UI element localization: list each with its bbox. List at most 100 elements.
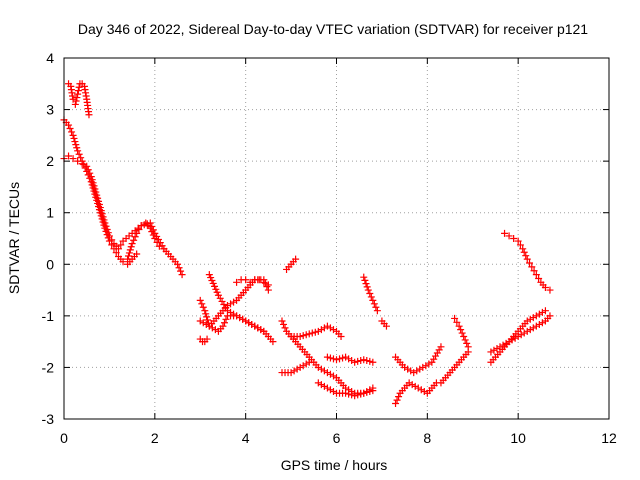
data-point bbox=[153, 238, 161, 246]
data-point bbox=[177, 267, 185, 275]
y-tick-label: 2 bbox=[46, 153, 54, 169]
data-point bbox=[203, 335, 211, 343]
data-point bbox=[245, 319, 253, 327]
data-point bbox=[143, 220, 151, 228]
data-points bbox=[60, 80, 554, 408]
data-point bbox=[296, 363, 304, 371]
data-point bbox=[81, 164, 89, 172]
data-point bbox=[323, 353, 331, 361]
data-point bbox=[348, 357, 356, 365]
data-point bbox=[463, 339, 471, 347]
data-point bbox=[323, 384, 331, 392]
data-point bbox=[370, 300, 378, 308]
data-point bbox=[314, 379, 322, 387]
data-point bbox=[104, 234, 112, 242]
data-point bbox=[263, 283, 271, 291]
data-point bbox=[205, 271, 213, 279]
data-point bbox=[464, 343, 472, 351]
data-point bbox=[510, 235, 518, 242]
data-point bbox=[213, 288, 221, 296]
series-track-12 bbox=[314, 379, 377, 400]
data-point bbox=[108, 241, 116, 249]
data-point bbox=[100, 221, 108, 229]
data-point bbox=[517, 331, 525, 339]
data-point bbox=[496, 343, 504, 351]
data-point bbox=[529, 314, 537, 322]
data-point bbox=[437, 343, 445, 351]
data-point bbox=[199, 319, 207, 327]
data-point bbox=[127, 243, 135, 251]
series-track-20 bbox=[487, 312, 554, 356]
data-point bbox=[336, 355, 344, 363]
y-tick-label: 4 bbox=[46, 50, 54, 66]
data-point bbox=[369, 358, 377, 366]
data-point bbox=[264, 281, 272, 289]
data-point bbox=[71, 138, 79, 146]
data-point bbox=[281, 324, 289, 332]
data-point bbox=[342, 353, 350, 361]
data-point bbox=[84, 171, 92, 179]
data-point bbox=[460, 332, 468, 340]
data-point bbox=[124, 252, 132, 260]
data-point bbox=[401, 363, 409, 371]
data-point bbox=[372, 303, 380, 311]
data-point bbox=[65, 121, 73, 129]
data-point bbox=[395, 393, 403, 401]
data-point bbox=[89, 184, 97, 192]
data-point bbox=[85, 111, 93, 119]
data-point bbox=[86, 174, 94, 182]
data-point bbox=[74, 147, 82, 155]
data-point bbox=[302, 331, 310, 339]
data-point bbox=[425, 360, 433, 368]
data-point bbox=[83, 167, 91, 175]
data-point bbox=[529, 324, 537, 332]
data-point bbox=[526, 259, 534, 267]
series-track-9 bbox=[278, 317, 345, 340]
data-point bbox=[354, 391, 362, 399]
data-point bbox=[329, 326, 337, 334]
y-tick-label: -1 bbox=[42, 308, 55, 324]
data-point bbox=[96, 209, 104, 217]
data-point bbox=[222, 315, 230, 323]
data-point bbox=[541, 307, 549, 315]
data-point bbox=[227, 308, 235, 316]
data-point bbox=[369, 296, 377, 304]
data-point bbox=[261, 279, 269, 287]
data-point bbox=[74, 90, 82, 98]
data-point bbox=[202, 320, 210, 328]
data-point bbox=[520, 248, 528, 256]
data-point bbox=[320, 324, 328, 332]
x-tick-label: 6 bbox=[333, 430, 341, 446]
data-point bbox=[302, 360, 310, 368]
data-point bbox=[239, 315, 247, 323]
data-point bbox=[230, 298, 238, 306]
data-point bbox=[461, 336, 469, 344]
series-track-18 bbox=[451, 314, 472, 351]
y-tick-label: 1 bbox=[46, 205, 54, 221]
data-point bbox=[255, 276, 263, 284]
data-point bbox=[91, 190, 99, 198]
series-track-3 bbox=[65, 80, 93, 119]
data-point bbox=[360, 389, 368, 397]
series-track-22 bbox=[283, 255, 300, 273]
data-point bbox=[137, 222, 145, 230]
data-point bbox=[68, 128, 76, 136]
data-point bbox=[287, 369, 295, 377]
data-point bbox=[224, 307, 231, 315]
data-point bbox=[93, 196, 101, 204]
series-track-4 bbox=[124, 219, 186, 279]
data-point bbox=[337, 332, 345, 340]
data-point bbox=[155, 242, 163, 250]
data-point bbox=[538, 319, 546, 327]
y-tick-label: 0 bbox=[46, 256, 54, 272]
data-point bbox=[131, 233, 139, 241]
data-point bbox=[505, 232, 513, 240]
data-point bbox=[317, 365, 325, 373]
data-point bbox=[174, 260, 182, 268]
data-point bbox=[99, 218, 107, 226]
data-point bbox=[487, 348, 495, 356]
series-track-15 bbox=[392, 379, 440, 408]
series-track-14 bbox=[360, 273, 381, 315]
